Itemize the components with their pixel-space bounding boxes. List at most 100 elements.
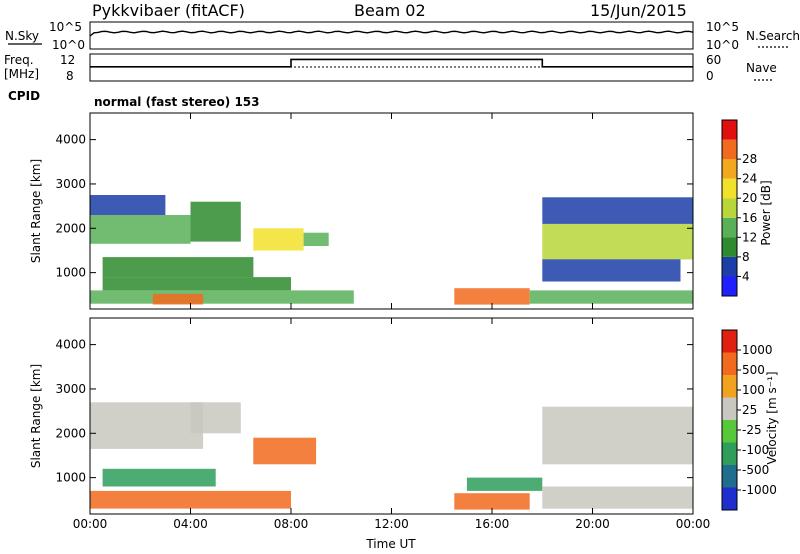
- cpid-value: normal (fast stereo) 153: [94, 95, 260, 109]
- power-ytick-label: 1000: [55, 266, 86, 280]
- velocity-region-0: [90, 402, 204, 449]
- velocity-panel: Slant Range [km] 1000 2000 3000 4000 00:00 0…: [29, 317, 779, 551]
- freq-label-line1: Freq.: [4, 53, 34, 67]
- velocity-region-8: [542, 486, 694, 509]
- power-yticks: 1000 2000 3000 4000: [55, 133, 693, 280]
- power-colorbar-label: 20: [742, 191, 757, 205]
- velocity-colorbar-label: -1000: [742, 483, 777, 497]
- power-region-1: [90, 195, 166, 215]
- velocity-ytick-label: 4000: [55, 338, 86, 352]
- power-cells: [90, 195, 694, 305]
- power-colorbar-label: 16: [742, 211, 757, 225]
- power-region-4: [303, 232, 329, 246]
- velocity-xtick-label: 20:00: [575, 517, 610, 531]
- power-colorbar-label: 8: [742, 250, 750, 264]
- power-region-2: [190, 201, 241, 242]
- velocity-colorbar-swatch: [722, 375, 737, 398]
- power-region-5: [102, 257, 254, 278]
- power-ytick-label: 4000: [55, 133, 86, 147]
- power-ytick-label: 2000: [55, 221, 86, 235]
- velocity-colorbar-label: 100: [742, 383, 765, 397]
- velocity-colorbar-swatch: [722, 420, 737, 443]
- velocity-ytick-label: 3000: [55, 382, 86, 396]
- radar-title: Pykkvibaer (fitACF): [92, 1, 245, 20]
- velocity-colorbar-label: -100: [742, 443, 769, 457]
- noise-right-tick-top: 10^5: [706, 20, 739, 34]
- power-region-12: [542, 197, 694, 224]
- cpid-label: CPID: [8, 89, 40, 103]
- nave-label: Nave: [746, 61, 777, 75]
- velocity-colorbar-label: Velocity [m s⁻¹]: [765, 371, 779, 464]
- velocity-colorbar-swatch: [722, 397, 737, 420]
- velocity-colorbar-swatch: [722, 465, 737, 488]
- velocity-colorbar-label: 25: [742, 403, 757, 417]
- power-colorbar-swatch: [722, 217, 737, 238]
- velocity-cells: [90, 402, 694, 510]
- velocity-ytick-label: 1000: [55, 471, 86, 485]
- velocity-colorbar-label: 1000: [742, 343, 773, 357]
- velocity-xtick-label: 04:00: [173, 517, 208, 531]
- velocity-yticks: 1000 2000 3000 4000: [55, 338, 693, 485]
- frequency-series-line: [90, 58, 693, 68]
- nave-tick-bottom: 0: [706, 69, 714, 83]
- nsky-label: N.Sky: [5, 29, 39, 43]
- power-ylabel: Slant Range [km]: [29, 159, 43, 263]
- velocity-colorbar-label: -25: [742, 423, 762, 437]
- power-region-11: [542, 223, 694, 260]
- velocity-colorbar-swatch: [722, 330, 737, 353]
- power-colorbar-frame: [721, 119, 738, 297]
- power-ytick-label: 3000: [55, 177, 86, 191]
- noise-left-tick-top: 10^5: [49, 20, 82, 34]
- nave-tick-top: 60: [706, 53, 721, 67]
- velocity-region-6: [466, 477, 543, 491]
- noise-right-tick-bottom: 10^0: [706, 38, 739, 52]
- power-colorbar-swatch: [722, 120, 737, 140]
- velocity-xtick-label: 00:00: [73, 517, 108, 531]
- velocity-xlabel: Time UT: [365, 537, 416, 551]
- power-colorbar-swatch: [722, 276, 737, 296]
- velocity-ytick-label: 2000: [55, 426, 86, 440]
- velocity-colorbar-label: 500: [742, 363, 765, 377]
- noise-left-tick-bottom: 10^0: [52, 38, 85, 52]
- power-colorbar-label: Power [dB]: [759, 180, 773, 245]
- velocity-region-7: [542, 406, 694, 465]
- velocity-colorbar-swatch: [722, 442, 737, 465]
- velocity-xtick-label: 00:00: [676, 517, 711, 531]
- power-xticks: [89, 113, 694, 309]
- velocity-colorbar-swatch: [722, 352, 737, 375]
- power-colorbar: 4 8 12 16 20 24 28: [721, 119, 757, 297]
- noise-panel: N.Sky 10^5 10^0 10^5 10^0 N.Search: [5, 20, 800, 52]
- power-colorbar-swatch: [722, 178, 737, 199]
- velocity-colorbar-swatch: [722, 487, 737, 510]
- power-region-7: [90, 290, 354, 304]
- power-region-10: [529, 290, 693, 304]
- freq-tick-top: 12: [60, 53, 75, 67]
- noise-frame: [89, 21, 694, 50]
- velocity-region-5: [454, 493, 530, 510]
- noise-series-line: [89, 30, 694, 37]
- velocity-region-4: [90, 490, 291, 509]
- power-region-9: [454, 288, 530, 305]
- velocity-colorbar: 1000 500 100 25 -25 -100 -500 -1000: [721, 329, 777, 511]
- power-region-0: [90, 215, 191, 244]
- power-colorbar-label: 4: [742, 269, 750, 283]
- frequency-panel: Freq. [MHz] 12 8 60 0 Nave CPID normal (…: [4, 53, 777, 109]
- power-colorbar-label: 28: [742, 152, 757, 166]
- power-colorbar-label: 24: [742, 172, 757, 186]
- velocity-xticks: 00:00 04:00 08:00 12:00 16:00 20:00 00:00: [73, 318, 711, 531]
- power-panel: Slant Range [km] 1000 2000 3000 4000 4 8 12 16…: [29, 112, 773, 310]
- velocity-ylabel: Slant Range [km]: [29, 364, 43, 468]
- power-colorbar-swatch: [722, 237, 737, 257]
- date-label: 15/Jun/2015: [590, 1, 687, 20]
- power-colorbar-label: 12: [742, 230, 757, 244]
- velocity-xtick-label: 16:00: [475, 517, 510, 531]
- power-region-13: [542, 259, 681, 282]
- power-colorbar-swatch: [722, 159, 737, 179]
- power-region-8: [152, 293, 204, 305]
- power-region-6: [102, 277, 291, 291]
- velocity-xtick-label: 08:00: [274, 517, 309, 531]
- velocity-colorbar-label: -500: [742, 463, 769, 477]
- velocity-colorbar-frame: [721, 329, 738, 511]
- velocity-region-1: [190, 402, 241, 434]
